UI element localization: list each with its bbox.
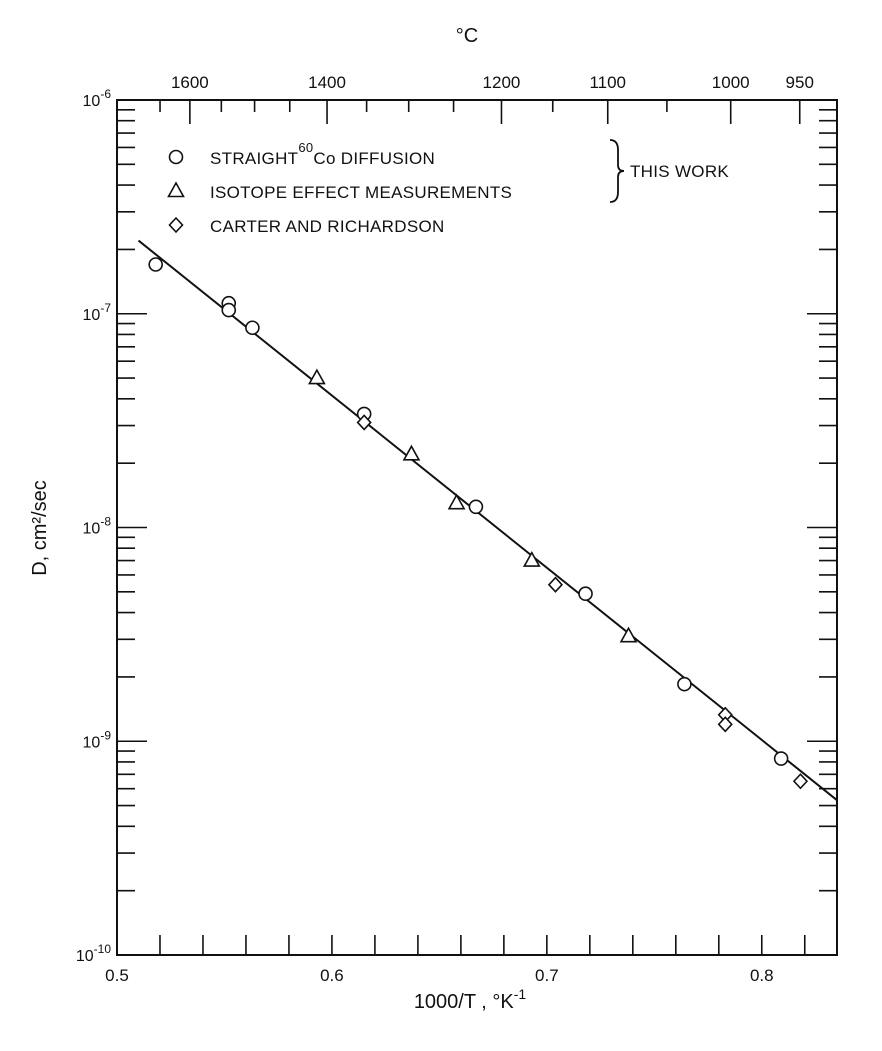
top-tick-label: 1200 [483, 73, 521, 92]
data-point-triangle [522, 550, 541, 567]
legend-label-text: CARTER AND RICHARDSON [210, 217, 445, 236]
legend-label: ISOTOPE EFFECT MEASUREMENTS [210, 183, 512, 202]
data-points [148, 257, 809, 790]
legend-label-superscript: 60 [298, 140, 313, 155]
y-tick-base: 10 [83, 93, 101, 110]
x-tick-label: 0.8 [750, 966, 774, 985]
y-tick-base: 10 [83, 521, 101, 538]
data-point-circle [468, 499, 484, 515]
y-tick-base: 10 [83, 734, 101, 751]
legend-label: CARTER AND RICHARDSON [210, 217, 445, 236]
legend-label-text: Co DIFFUSION [313, 149, 435, 168]
x-axis-title-main: 1000/T , °K [414, 991, 515, 1013]
data-point-circle [578, 586, 593, 602]
top-tick-label: 950 [786, 73, 814, 92]
legend-bracket [609, 139, 625, 203]
data-point-triangle [447, 493, 466, 510]
y-tick-base: 10 [83, 307, 101, 324]
fit-line [137, 239, 838, 801]
legend-label: STRAIGHT60Co DIFFUSION [210, 140, 435, 168]
data-point-diamond [717, 716, 733, 733]
legend-bracket-label: THIS WORK [630, 162, 729, 181]
legend-symbol-circle [168, 149, 184, 165]
x-tick-label: 0.6 [320, 966, 344, 985]
data-point-circle [677, 676, 692, 692]
x-axis-title: 1000/T , °K-1 [414, 986, 527, 1013]
fit-line-group [137, 239, 838, 801]
y-tick-exponent: -9 [100, 728, 111, 742]
data-point-circle [221, 302, 237, 318]
legend-label-text: ISOTOPE EFFECT MEASUREMENTS [210, 183, 512, 202]
y-tick-label: 10-8 [83, 515, 112, 538]
legend-label-text: STRAIGHT [210, 149, 298, 168]
x-tick-label: 0.5 [105, 966, 129, 985]
data-point-circle [148, 257, 163, 272]
y-tick-exponent: -10 [94, 942, 112, 956]
data-point-diamond [356, 414, 372, 431]
tick-marks [117, 99, 837, 956]
y-axis-title: D, cm²/sec [29, 480, 51, 576]
data-point-diamond [547, 576, 564, 593]
top-tick-label: 1000 [712, 73, 750, 92]
y-tick-label: 10-10 [76, 942, 111, 965]
data-point-triangle [619, 626, 638, 643]
data-point-triangle [308, 368, 326, 385]
y-tick-exponent: -6 [100, 87, 111, 101]
x-tick-label: 0.7 [535, 966, 559, 985]
y-tick-exponent: -8 [100, 515, 111, 529]
y-tick-label: 10-6 [83, 87, 112, 110]
top-tick-label: 1600 [171, 73, 209, 92]
y-tick-label: 10-9 [83, 728, 112, 751]
y-tick-exponent: -7 [100, 301, 111, 315]
y-tick-base: 10 [76, 948, 94, 965]
top-axis-title: °C [456, 25, 478, 47]
data-point-diamond [792, 773, 809, 790]
data-point-circle [773, 751, 789, 766]
data-point-triangle [402, 444, 421, 461]
data-point-circle [245, 320, 260, 336]
legend-symbol-diamond [168, 216, 184, 234]
legend: STRAIGHT60Co DIFFUSION ISOTOPE EFFECT MEA… [167, 139, 729, 236]
legend-symbol-triangle [167, 181, 185, 198]
top-tick-label: 1400 [308, 73, 346, 92]
y-tick-label: 10-7 [83, 301, 112, 324]
top-tick-label: 1100 [589, 73, 626, 92]
x-axis-title-exponent: -1 [514, 986, 527, 1002]
